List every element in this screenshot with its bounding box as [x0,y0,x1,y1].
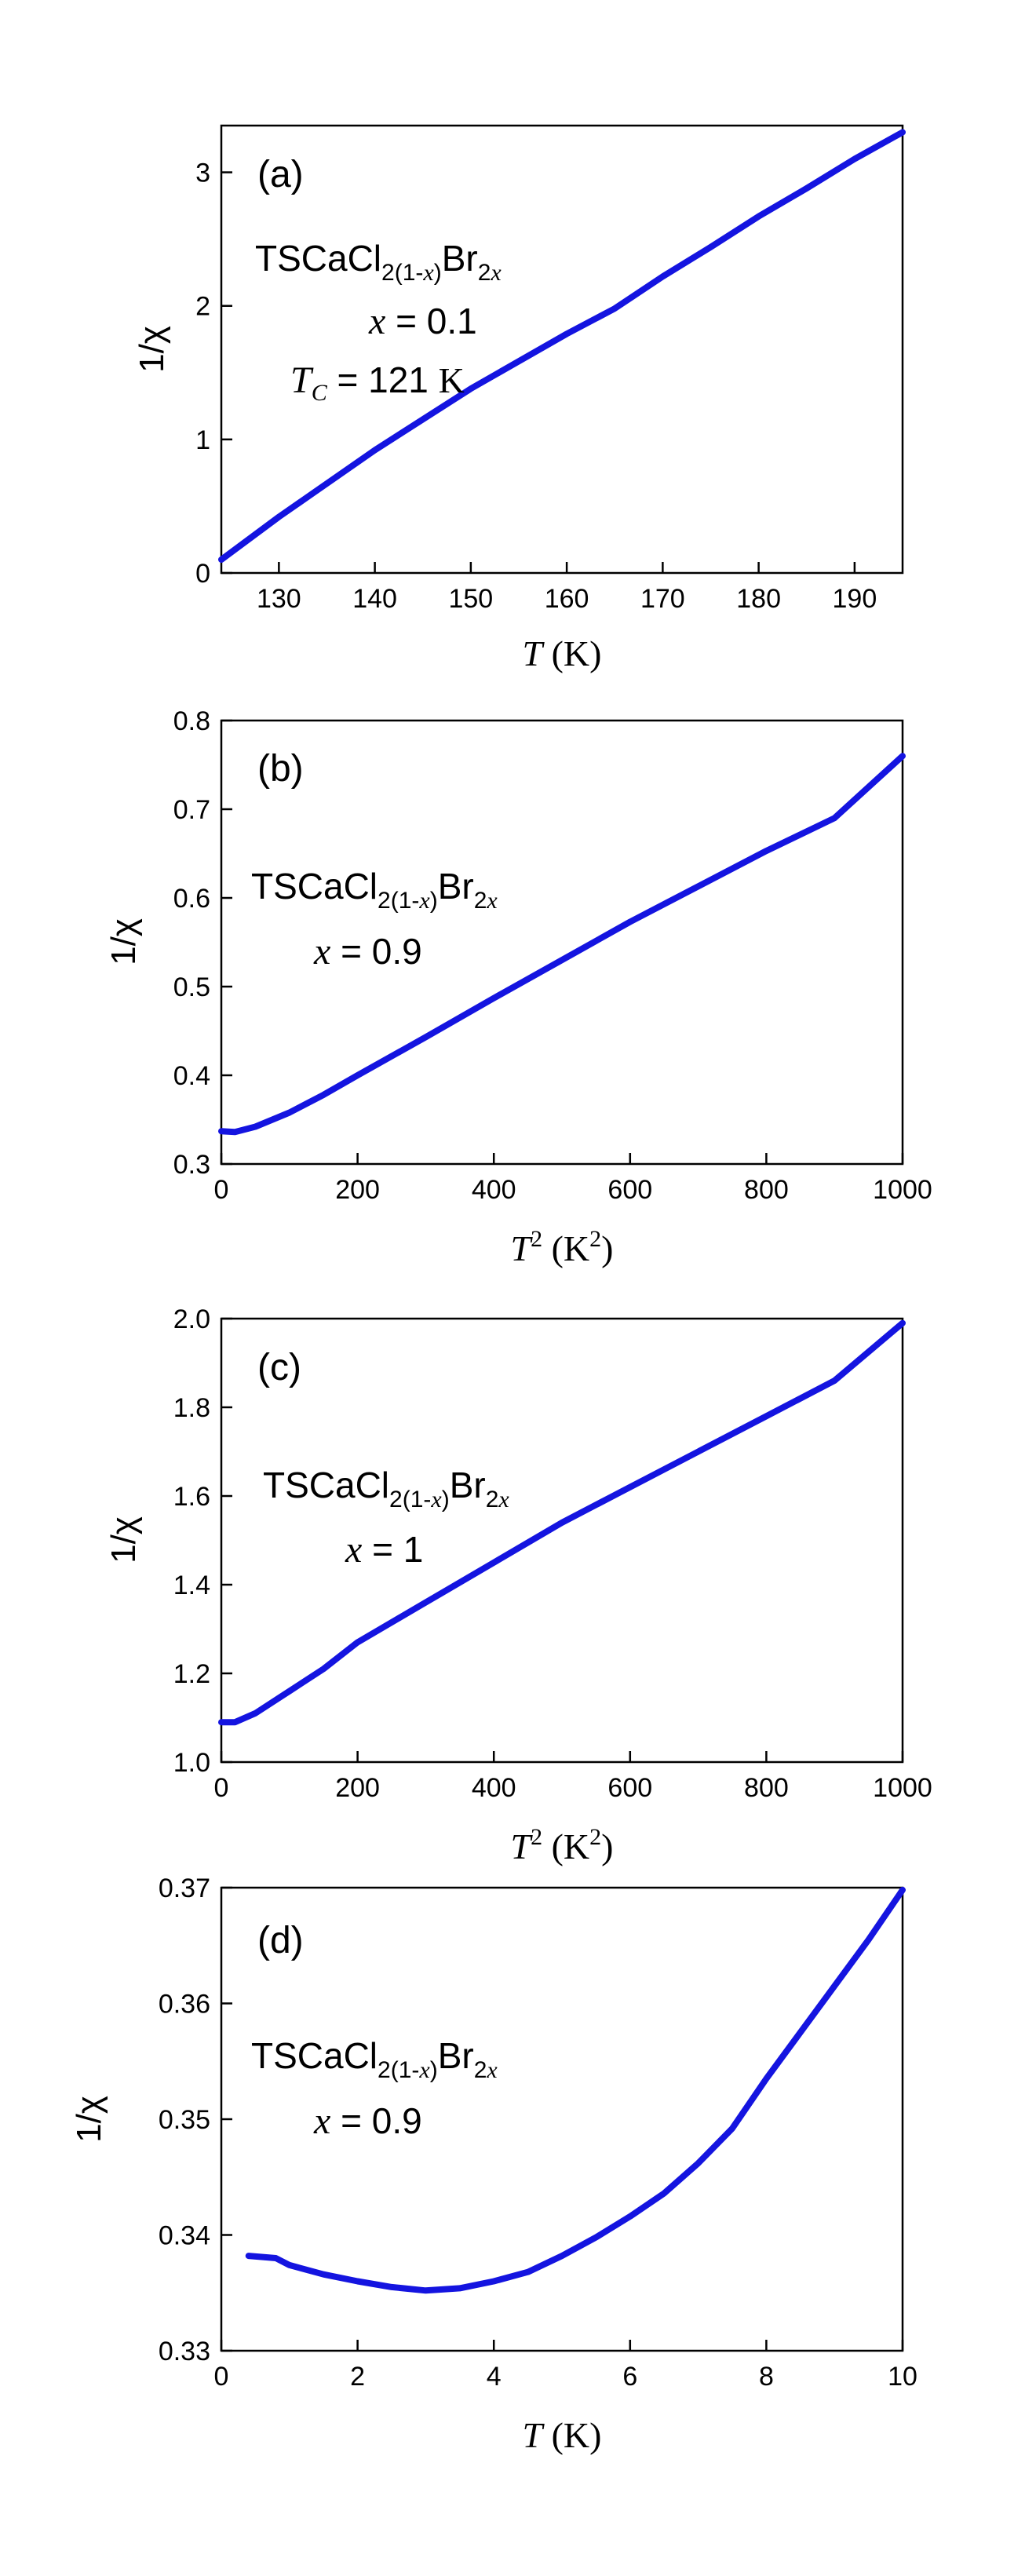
x-tick-label: 800 [744,1175,789,1205]
data-curve [218,753,906,1136]
y-tick-label: 0.37 [159,1874,210,1903]
data-curve [218,1319,906,1726]
y-tick-label: 0.6 [173,884,210,914]
y-tick-label: 2.0 [173,1304,210,1334]
tick-layer: 0 200 400 600 800 1000 1.0 1.2 1.4 1.6 1.8 2.0 [173,1304,932,1803]
x-axis-label: T (K) [523,2415,602,2455]
y-axis-label: 1/χ [70,2096,108,2143]
compound-formula: TSCaCl2(1-x)Br2x [251,866,498,914]
y-tick-label: 0.7 [173,795,210,825]
tick-layer: 0 200 400 600 800 1000 0.3 0.4 0.5 0.6 0.7 0.8 [173,706,932,1205]
tick-layer: 130 140 150 160 170 180 190 0 1 2 3 [195,159,877,614]
x-tick-label: 180 [736,584,781,614]
x-tick-label: 2 [350,2362,365,2392]
y-tick-label: 0.3 [173,1150,210,1180]
y-tick-label: 0.33 [159,2337,210,2366]
y-tick-label: 1.6 [173,1482,210,1512]
x-tick-label: 400 [472,1175,516,1205]
x-tick-label: 4 [487,2362,502,2392]
y-tick-label: 0.36 [159,1990,210,2020]
y-tick-label: 0 [195,559,210,589]
x-tick-label: 800 [744,1773,789,1803]
plot-frame [220,1317,904,1764]
y-tick-label: 1.0 [173,1748,210,1778]
x-tick-label: 0 [214,1175,229,1205]
panel-label: (a) [257,154,304,195]
x-tick-label: 160 [545,584,589,614]
x-tick-label: 1000 [873,1175,932,1205]
compound-formula: TSCaCl2(1-x)Br2x [263,1465,509,1512]
y-tick-label: 3 [195,159,210,188]
panel-label: (d) [257,1920,304,1961]
y-tick-label: 0.5 [173,972,210,1002]
annotation-x-value: x = 0.9 [313,931,422,972]
compound-formula: TSCaCl2(1-x)Br2x [251,2035,498,2083]
x-tick-label: 130 [257,584,301,614]
x-tick-label: 200 [335,1773,380,1803]
panel-label: (b) [257,748,304,790]
panel-d: 0 2 4 6 8 10 0.33 0.34 0.35 0.36 0.37 (d) TSCaCl2(… [70,1874,917,2455]
x-tick-label: 8 [759,2362,774,2392]
plot-frame [220,124,904,575]
annotation-x-value: x = 0.1 [368,301,477,342]
x-tick-label: 190 [833,584,877,614]
x-tick-label: 150 [448,584,493,614]
compound-formula: TSCaCl2(1-x)Br2x [255,238,502,286]
x-tick-label: 0 [214,2362,229,2392]
y-tick-label: 1 [195,425,210,455]
x-tick-label: 1000 [873,1773,932,1803]
x-axis-label: T2 (K2) [511,1226,614,1268]
data-curve [218,129,906,563]
plot-frame [220,719,904,1166]
x-axis-label: T (K) [523,633,602,673]
x-tick-label: 600 [607,1175,652,1205]
y-tick-label: 0.35 [159,2105,210,2135]
x-tick-label: 600 [607,1773,652,1803]
annotation-x-value: x = 0.9 [313,2100,422,2142]
data-curve [245,1886,906,2294]
x-tick-label: 200 [335,1175,380,1205]
x-tick-label: 170 [640,584,685,614]
y-axis-label: 1/χ [104,918,143,965]
y-tick-label: 0.8 [173,706,210,736]
y-tick-label: 1.8 [173,1393,210,1423]
x-tick-label: 140 [352,584,397,614]
x-tick-label: 400 [472,1773,516,1803]
x-tick-label: 6 [622,2362,637,2392]
y-axis-label: 1/χ [133,326,171,373]
panel-a: 130 140 150 160 170 180 190 0 1 2 3 (a) TSCaCl2(1-… [133,124,906,673]
y-tick-label: 1.4 [173,1571,210,1600]
x-tick-label: 10 [888,2362,917,2392]
x-tick-label: 0 [214,1773,229,1803]
y-tick-label: 0.34 [159,2221,210,2251]
y-tick-label: 2 [195,292,210,322]
y-tick-label: 0.4 [173,1061,210,1091]
panel-label: (c) [257,1347,301,1388]
y-tick-label: 1.2 [173,1659,210,1689]
annotation-x-value: x = 1 [345,1529,423,1571]
annotation-tc-value: TC = 121 K [290,359,465,406]
x-axis-label: T2 (K2) [511,1824,614,1866]
tick-layer: 0 2 4 6 8 10 0.33 0.34 0.35 0.36 0.37 [159,1874,917,2392]
y-axis-label: 1/χ [104,1516,143,1563]
